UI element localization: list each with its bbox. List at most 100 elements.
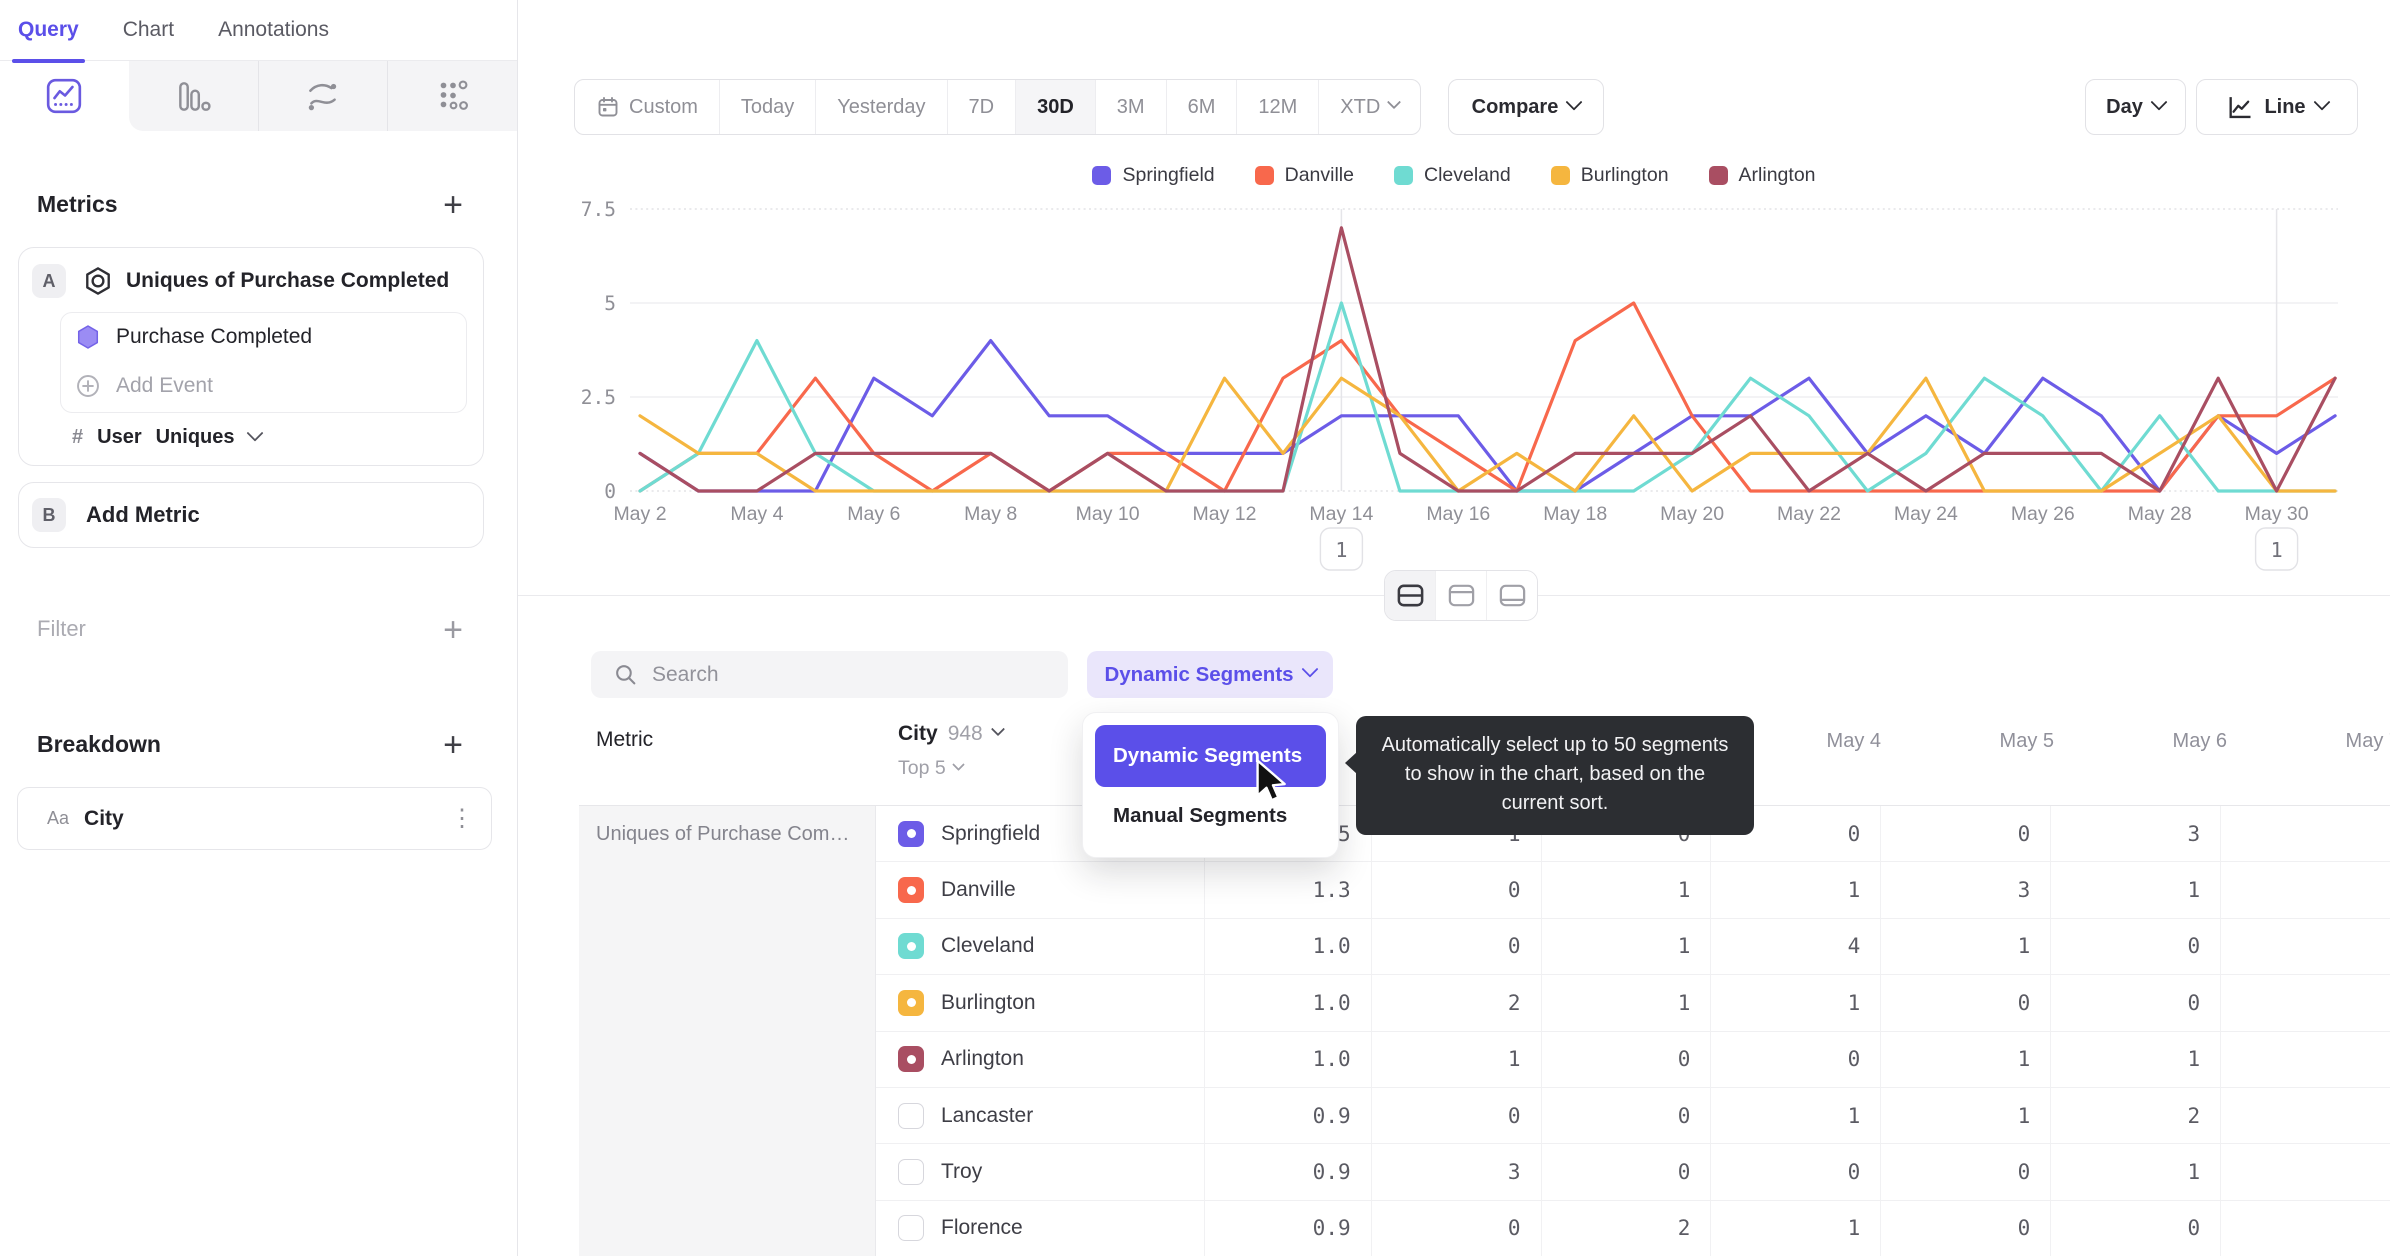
x-tick-label: May 26: [2011, 503, 2075, 525]
chart-type-scatter[interactable]: [387, 61, 517, 131]
range-custom[interactable]: Custom: [575, 80, 719, 134]
day-value: 1: [2050, 1031, 2220, 1087]
segment-checkbox-checked[interactable]: [898, 933, 924, 960]
metric-card-b[interactable]: B Add Metric: [18, 482, 484, 548]
city-name: Arlington: [941, 1047, 1024, 1071]
range-12m[interactable]: 12M: [1236, 80, 1318, 134]
legend-item-cleveland[interactable]: Cleveland: [1394, 164, 1511, 187]
range-30d[interactable]: 30D: [1015, 80, 1095, 134]
table-body: Springfield1.510003Danville1.301131Cleve…: [876, 806, 2390, 1256]
day-value: [2220, 1144, 2390, 1200]
y-tick-label: 5: [604, 292, 616, 315]
chart-style-button[interactable]: Line: [2196, 79, 2358, 135]
add-event-row[interactable]: Add Event: [75, 373, 213, 399]
layout-split-view-button[interactable]: [1385, 571, 1435, 620]
city-header-main[interactable]: City 948: [898, 722, 1005, 746]
search-input[interactable]: [652, 662, 1068, 687]
metric-b-badge: B: [32, 498, 66, 532]
add-metric-plus-button[interactable]: +: [443, 186, 463, 224]
annotation-badge[interactable]: 1: [2254, 527, 2299, 571]
segment-checkbox-unchecked[interactable]: [898, 1159, 924, 1186]
measure-aggregation: Uniques: [155, 426, 235, 448]
segment-checkbox-checked[interactable]: [898, 877, 924, 904]
menu-item-dynamic-segments[interactable]: Dynamic Segments: [1095, 725, 1326, 787]
segments-mode-button[interactable]: Dynamic Segments: [1087, 651, 1333, 698]
range-yesterday[interactable]: Yesterday: [815, 80, 946, 134]
day-value: [2220, 1087, 2390, 1144]
tab-annotations[interactable]: Annotations: [218, 18, 329, 41]
svg-text:1: 1: [2271, 538, 2283, 562]
event-name: Purchase Completed: [116, 325, 313, 348]
legend-swatch: [1394, 166, 1413, 185]
metric-card-a: A Uniques of Purchase Completed Purchase…: [18, 247, 484, 466]
tab-chart[interactable]: Chart: [122, 18, 175, 41]
range-3m[interactable]: 3M: [1094, 80, 1166, 134]
legend-item-springfield[interactable]: Springfield: [1092, 164, 1215, 187]
legend-item-burlington[interactable]: Burlington: [1550, 164, 1669, 187]
tab-query[interactable]: Query: [12, 0, 85, 63]
metric-a-title: Uniques of Purchase Completed: [126, 269, 450, 292]
day-value: [2220, 1031, 2390, 1087]
day-value: 0: [1540, 1031, 1711, 1087]
day-value: 3: [1370, 1144, 1541, 1200]
x-tick-label: May 4: [730, 503, 783, 525]
table-row-florence: Florence 0.9 0 2 1 0 0: [876, 1200, 2390, 1256]
breakdown-title: Breakdown: [37, 731, 161, 757]
annotation-badge[interactable]: 1: [1319, 527, 1364, 571]
day-value: [2220, 918, 2390, 975]
top-n-selector[interactable]: Top 5: [898, 757, 1003, 780]
query-sidebar: Query Chart Annotations: [0, 0, 518, 1256]
add-metric-label: Add Metric: [86, 502, 200, 527]
measure-entity: User: [97, 426, 142, 448]
event-hexagon-icon: [86, 267, 110, 295]
measure-prefix: #: [72, 426, 84, 448]
day-value: 0: [1370, 1200, 1541, 1256]
chart-type-bar-button[interactable]: [128, 61, 258, 131]
kebab-menu-icon[interactable]: ⋮: [450, 804, 474, 832]
day-value: 0: [1880, 1200, 2050, 1256]
legend-item-danville[interactable]: Danville: [1254, 164, 1354, 187]
segment-checkbox-checked[interactable]: [898, 820, 924, 847]
segment-checkbox-unchecked[interactable]: [898, 1215, 924, 1242]
breakdown-property-city[interactable]: Aa City ⋮: [17, 787, 492, 850]
city-column-header: City 948 Top 5: [898, 722, 1005, 780]
measure-selector[interactable]: # User Uniques: [72, 424, 264, 449]
legend-label: Arlington: [1738, 164, 1816, 186]
segment-checkbox-unchecked[interactable]: [898, 1102, 924, 1129]
menu-item-manual-segments[interactable]: Manual Segments: [1113, 804, 1288, 827]
city-cell: Florence: [876, 1215, 1204, 1242]
range-7d[interactable]: 7D: [946, 80, 1016, 134]
compare-button[interactable]: Compare: [1448, 79, 1604, 135]
granularity-button[interactable]: Day: [2085, 79, 2186, 135]
day-value: 0: [1370, 862, 1541, 918]
table-row-cleveland: Cleveland 1.0 0 1 4 1 0: [876, 918, 2390, 976]
top-n-label: Top 5: [898, 757, 946, 779]
chevron-down-icon: [2313, 93, 2331, 111]
chart-type-stream[interactable]: [257, 61, 388, 131]
range-6m[interactable]: 6M: [1165, 80, 1237, 134]
dynamic-segments-tooltip: Automatically select up to 50 segments t…: [1345, 716, 1754, 835]
legend-label: Burlington: [1580, 164, 1669, 186]
series-burlington: [638, 376, 2337, 493]
chart-type-bar: [0, 61, 517, 131]
range-today[interactable]: Today: [718, 80, 815, 134]
segment-checkbox-checked[interactable]: [898, 1046, 924, 1073]
layout-chart-view-button[interactable]: [1435, 571, 1486, 620]
chart-style-label: Line: [2264, 95, 2306, 118]
add-breakdown-button[interactable]: +: [443, 726, 463, 764]
y-tick-label: 2.5: [581, 386, 616, 409]
city-name: Cleveland: [941, 934, 1035, 958]
legend-swatch: [1254, 166, 1274, 185]
range-xtd[interactable]: XTD: [1318, 80, 1420, 134]
granularity-label: Day: [2106, 95, 2143, 118]
legend-label: Danville: [1284, 164, 1354, 186]
chevron-down-icon: [246, 424, 264, 442]
compare-label: Compare: [1471, 95, 1559, 118]
chart-type-line[interactable]: [0, 61, 129, 131]
layout-table-view-button[interactable]: [1486, 571, 1537, 620]
segment-checkbox-checked[interactable]: [898, 989, 924, 1016]
legend-item-arlington[interactable]: Arlington: [1708, 164, 1816, 187]
event-row[interactable]: Purchase Completed: [75, 324, 312, 350]
legend-swatch: [1092, 166, 1112, 185]
add-filter-button[interactable]: +: [443, 611, 463, 649]
